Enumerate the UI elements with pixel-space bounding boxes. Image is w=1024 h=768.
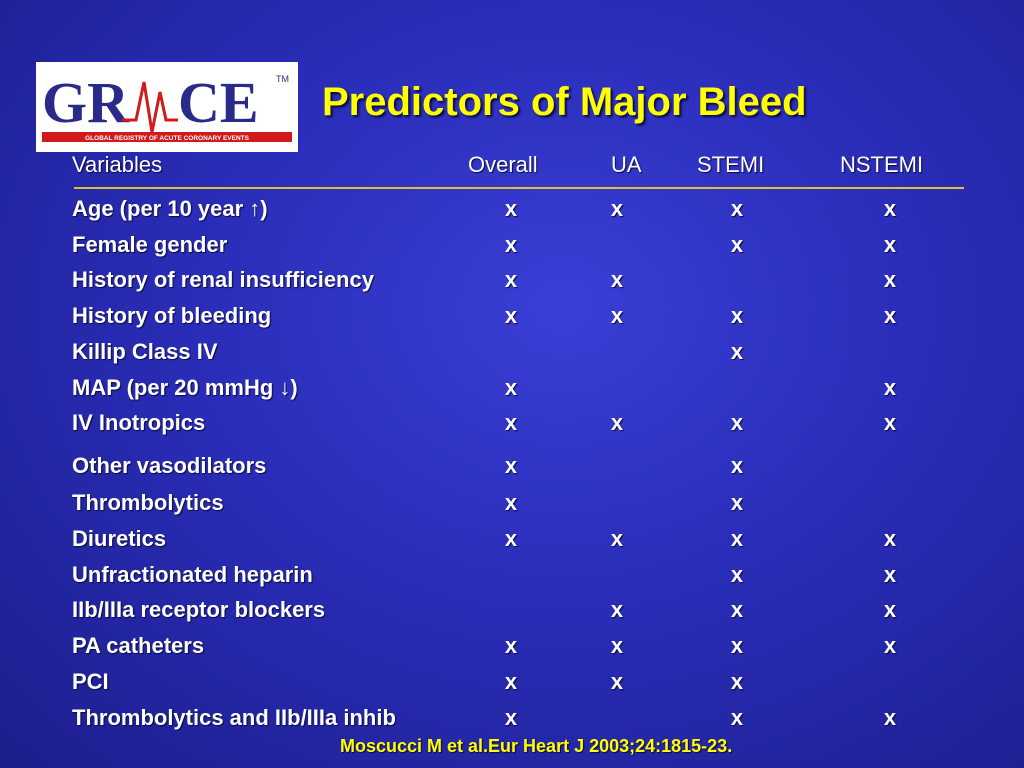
row-mark-overall: x [504,705,518,730]
row-mark-overall: x [504,669,518,694]
row-mark-nstemi: x [883,196,897,221]
row-label: IV Inotropics [72,410,206,435]
row-mark-nstemi: x [883,705,897,730]
row-mark-stemi: x [730,562,744,587]
row-mark-stemi: x [730,526,744,551]
row-mark-stemi: x [730,196,744,221]
grace-logo: GR CE TM GLOBAL REGISTRY OF ACUTE CORONA… [36,62,298,152]
row-mark-nstemi: x [883,410,897,435]
row-mark-overall: x [504,303,518,328]
row-mark-ua: x [610,267,624,292]
row-mark-ua: x [610,196,624,221]
logo-trademark: TM [276,74,289,84]
row-label: History of renal insufficiency [72,267,374,292]
citation: Moscucci M et al.Eur Heart J 2003;24:181… [340,736,733,756]
row-mark-nstemi: x [883,526,897,551]
row-mark-overall: x [504,633,518,658]
row-mark-stemi: x [730,453,744,478]
row-mark-overall: x [504,267,518,292]
slide-title: Predictors of Major Bleed [322,80,807,124]
row-mark-nstemi: x [883,232,897,257]
row-mark-overall: x [504,453,518,478]
row-mark-overall: x [504,375,518,400]
logo-letters-ce: CE [178,70,259,135]
column-header-variables: Variables [72,152,163,177]
row-mark-nstemi: x [883,267,897,292]
row-mark-nstemi: x [883,633,897,658]
row-mark-stemi: x [730,303,744,328]
row-label: Diuretics [72,526,167,551]
row-mark-stemi: x [730,669,744,694]
row-mark-nstemi: x [883,303,897,328]
row-mark-overall: x [504,490,518,515]
row-mark-ua: x [610,669,624,694]
logo-band [42,132,292,142]
header-divider [74,187,964,189]
row-label: Thrombolytics and IIb/IIIa inhib [72,705,396,730]
row-mark-ua: x [610,526,624,551]
row-label: Other vasodilators [72,453,267,478]
row-label: Thrombolytics [72,490,224,515]
logo-letters-gr: GR [42,70,130,135]
row-mark-nstemi: x [883,597,897,622]
row-mark-nstemi: x [883,562,897,587]
row-label: PCI [72,669,109,694]
row-mark-ua: x [610,303,624,328]
row-mark-stemi: x [730,410,744,435]
row-mark-overall: x [504,410,518,435]
column-header-nstemi: NSTEMI [840,152,924,177]
row-mark-overall: x [504,526,518,551]
row-mark-stemi: x [730,232,744,257]
row-mark-stemi: x [730,490,744,515]
row-label: Female gender [72,232,228,257]
column-header-overall: Overall [468,152,538,177]
row-mark-ua: x [610,597,624,622]
row-label: Unfractionated heparin [72,562,313,587]
row-mark-stemi: x [730,705,744,730]
row-mark-ua: x [610,410,624,435]
grace-logo-graphic: GR CE TM GLOBAL REGISTRY OF ACUTE CORONA… [42,70,292,142]
row-label: Age (per 10 year ↑) [72,196,268,221]
row-label: IIb/IIIa receptor blockers [72,597,326,622]
row-mark-overall: x [504,232,518,257]
row-mark-nstemi: x [883,375,897,400]
column-header-ua: UA [611,152,642,177]
row-label: PA catheters [72,633,205,658]
logo-tagline: GLOBAL REGISTRY OF ACUTE CORONARY EVENTS [85,135,250,142]
row-label: History of bleeding [72,303,272,328]
row-mark-stemi: x [730,633,744,658]
row-mark-stemi: x [730,339,744,364]
row-mark-ua: x [610,633,624,658]
row-label: MAP (per 20 mmHg ↓) [72,375,298,400]
row-label: Killip Class IV [72,339,218,364]
row-mark-overall: x [504,196,518,221]
row-mark-stemi: x [730,597,744,622]
column-header-stemi: STEMI [697,152,765,177]
